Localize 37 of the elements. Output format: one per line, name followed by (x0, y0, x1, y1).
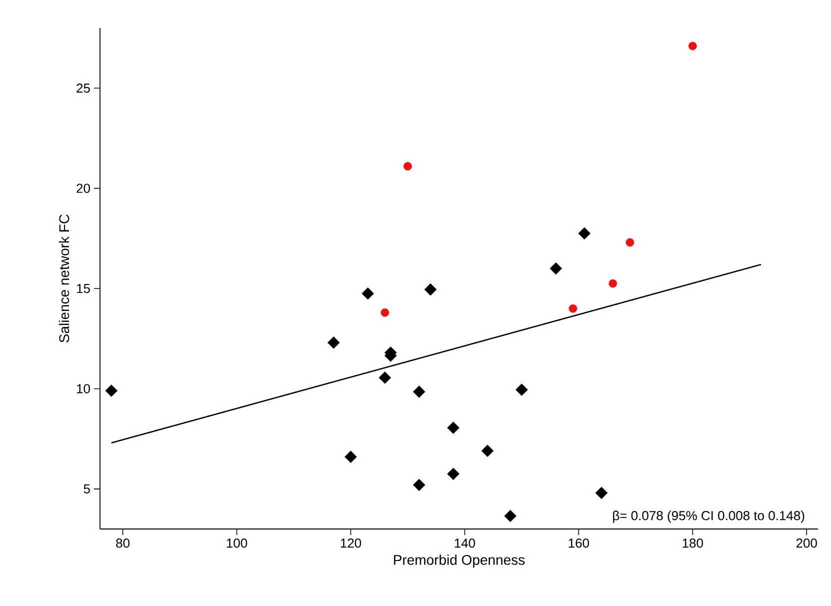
x-axis-title: Premorbid Openness (394, 554, 525, 568)
x-tick-label: 180 (682, 538, 703, 548)
point (516, 384, 528, 396)
point (504, 510, 516, 522)
point (412, 478, 426, 492)
point (404, 162, 412, 170)
y-axis-title: Salience network FC (58, 214, 70, 342)
point (362, 287, 374, 300)
point (595, 486, 608, 500)
point (424, 283, 437, 296)
point (626, 238, 634, 247)
point (412, 386, 426, 398)
y-tick-label: 15 (76, 284, 90, 294)
y-tick-label: 20 (76, 184, 90, 193)
x-tick-label: 200 (796, 538, 817, 548)
point (608, 279, 618, 288)
point (344, 450, 357, 463)
y-tick-label: 5 (84, 484, 90, 494)
annotation: β= 0.078 (95% CI 0.008 to 0.148) (613, 510, 804, 523)
point (550, 262, 562, 275)
y-tick-label: 25 (76, 84, 90, 93)
point (105, 384, 118, 397)
point (378, 372, 392, 384)
point (568, 304, 578, 313)
point (481, 444, 494, 457)
point (688, 42, 697, 50)
point (447, 468, 460, 480)
point (578, 227, 591, 240)
x-tick-label: 160 (568, 538, 590, 548)
x-tick-label: 100 (226, 538, 248, 548)
point (380, 308, 390, 317)
point (447, 422, 460, 434)
point (327, 336, 340, 349)
x-tick-label: 80 (116, 538, 130, 548)
y-tick-label: 10 (76, 384, 90, 394)
x-tick-label: 140 (454, 538, 476, 548)
x-tick-label: 120 (340, 538, 362, 548)
